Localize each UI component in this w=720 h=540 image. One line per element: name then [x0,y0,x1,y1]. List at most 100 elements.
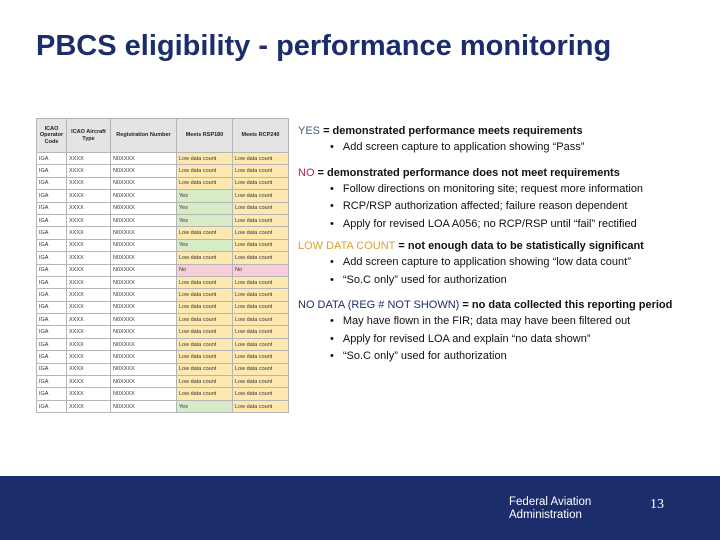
operator-code-cell: IGA [36,151,67,166]
page-title: PBCS eligibility - performance monitorin… [36,30,612,62]
table-row: IGA XXXX N0XXXX Low data count Low data coun… [36,300,289,315]
bullet-list: Add screen capture to application showin… [330,139,716,157]
registration-cell: N0XXXX [110,238,177,253]
meets-rcp240-cell: Low data count [232,151,289,166]
keyword-description: = not enough data to be statistically si… [395,240,644,252]
registration-cell: N0XXXX [110,263,177,277]
aircraft-type-cell: XXXX [66,300,111,315]
aircraft-type-cell: XXXX [66,151,111,166]
aircraft-type-cell: XXXX [66,387,111,401]
meets-rsp180-cell: Yes [176,238,233,253]
meets-rcp240-cell: Low data count [232,226,289,240]
legend-explanations: YES = demonstrated performance meets req… [298,124,716,366]
registration-cell: N0XXXX [110,325,177,339]
meets-rcp240-cell: Low data count [232,337,289,352]
operator-code-cell: IGA [36,362,67,377]
column-header-operator-code: ICAO Operator Code [36,118,67,153]
operator-code-cell: IGA [36,164,67,178]
bullet-item: “So.C only” used for authorization [330,272,716,290]
aircraft-type-cell: XXXX [66,164,111,178]
operator-code-cell: IGA [36,263,67,277]
meets-rsp180-cell: Low data count [176,300,233,315]
meets-rcp240-cell: Low data count [232,375,289,389]
org-name-line-2: Administration [509,509,582,521]
bullet-list: Add screen capture to application showin… [330,254,716,289]
column-header-meets-rcp240: Meets RCP240 [232,118,289,153]
aircraft-type-cell: XXXX [66,251,111,265]
meets-rcp240-cell: No [232,263,289,277]
meets-rsp180-cell: Low data count [176,387,233,401]
section-heading: LOW DATA COUNT = not enough data to be s… [298,239,716,254]
table-row: IGA XXXX N0XXXX Low data count Low data coun… [36,176,289,191]
table-row: IGA XXXX N0XXXX Low data count Low data coun… [36,350,289,364]
registration-cell: N0XXXX [110,362,177,377]
registration-cell: N0XXXX [110,399,177,414]
keyword-yes: YES [298,125,321,137]
bullet-item: RCP/RSP authorization affected; failure … [330,198,716,216]
meets-rcp240-cell: Low data count [232,325,289,339]
keyword-description: = demonstrated performance does not meet… [314,166,620,179]
operator-code-cell: IGA [36,375,67,389]
table-row: IGA XXXX N0XXXX Low data count Low data coun… [36,337,289,352]
bullet-item: Follow directions on monitoring site; re… [330,181,716,199]
table-row: IGA XXXX N0XXXX Low data count Low data coun… [36,251,289,265]
table-row: IGA XXXX N0XXXX Low data count Low data coun… [36,362,289,377]
meets-rcp240-cell: Low data count [232,387,289,401]
aircraft-type-cell: XXXX [66,288,111,302]
meets-rcp240-cell: Low data count [232,176,289,191]
registration-cell: N0XXXX [110,176,177,191]
keyword-no-data: NO DATA (REG # NOT SHOWN) [298,299,460,311]
operator-code-cell: IGA [36,399,67,414]
meets-rsp180-cell: Yes [176,201,233,215]
meets-rsp180-cell: Low data count [176,325,233,339]
operator-code-cell: IGA [36,275,67,290]
meets-rsp180-cell: Low data count [176,288,233,302]
aircraft-type-cell: XXXX [66,189,111,203]
registration-cell: N0XXXX [110,251,177,265]
meets-rcp240-cell: Low data count [232,399,289,414]
meets-rsp180-cell: Yes [176,213,233,228]
table-row: IGA XXXX N0XXXX Yes Low data count [36,201,289,215]
operator-code-cell: IGA [36,337,67,352]
table-row: IGA XXXX N0XXXX Yes Low data count [36,213,289,228]
aircraft-type-cell: XXXX [66,201,111,215]
eligibility-table: ICAO Operator Code ICAO Aircraft Type Re… [36,118,289,414]
meets-rcp240-cell: Low data count [232,213,289,228]
operator-code-cell: IGA [36,176,67,191]
meets-rsp180-cell: Low data count [176,164,233,178]
page-number: 13 [650,497,664,512]
keyword-low-data-count: LOW DATA COUNT [298,240,396,252]
operator-code-cell: IGA [36,325,67,339]
aircraft-type-cell: XXXX [66,399,111,414]
operator-code-cell: IGA [36,226,67,240]
bullet-item: Apply for revised LOA and explain “no da… [330,331,716,349]
section-yes: YES = demonstrated performance meets req… [298,124,716,157]
operator-code-cell: IGA [36,288,67,302]
registration-cell: N0XXXX [110,201,177,215]
operator-code-cell: IGA [36,300,67,315]
registration-cell: N0XXXX [110,288,177,302]
section-heading: NO = demonstrated performance does not m… [298,166,716,181]
aircraft-type-cell: XXXX [66,176,111,191]
column-header-registration-number: Registration Number [110,118,177,153]
meets-rsp180-cell: Low data count [176,350,233,364]
column-header-meets-rsp180: Meets RSP180 [176,118,233,153]
meets-rcp240-cell: Low data count [232,300,289,315]
footer-band: Federal Aviation Administration 13 [0,476,720,540]
keyword-no: NO [298,166,315,179]
operator-code-cell: IGA [36,387,67,401]
bullet-item: Add screen capture to application showin… [330,139,716,157]
aircraft-type-cell: XXXX [66,263,111,277]
operator-code-cell: IGA [36,189,67,203]
meets-rsp180-cell: Yes [176,399,233,414]
bullet-item: May have flown in the FIR; data may have… [330,313,716,331]
keyword-description: = no data collected this reporting perio… [459,299,673,311]
keyword-description: = demonstrated performance meets require… [320,125,583,137]
table-row: IGA XXXX N0XXXX Low data count Low data coun… [36,275,289,290]
meets-rcp240-cell: Low data count [232,164,289,178]
operator-code-cell: IGA [36,238,67,253]
table-row: IGA XXXX N0XXXX No No [36,263,289,277]
table-row: IGA XXXX N0XXXX Low data count Low data coun… [36,288,289,302]
table-row: IGA XXXX N0XXXX Low data count Low data coun… [36,325,289,339]
aircraft-type-cell: XXXX [66,275,111,290]
